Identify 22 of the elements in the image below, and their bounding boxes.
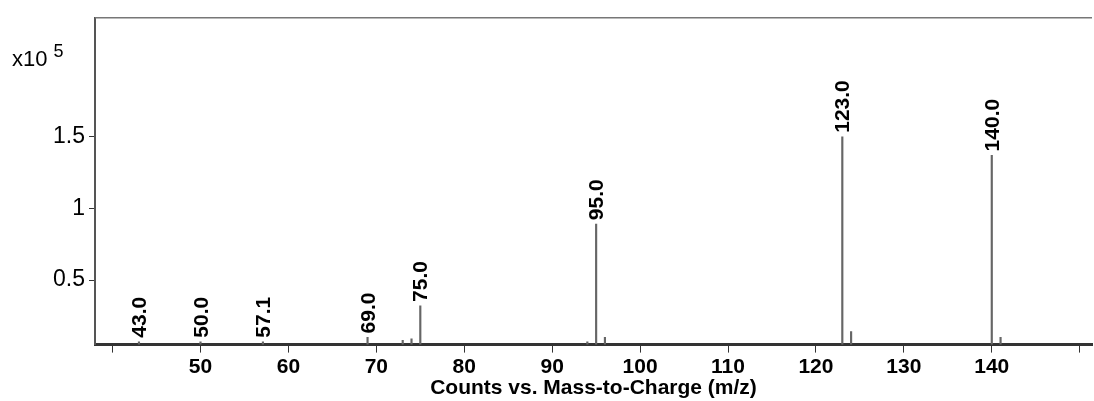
x-tick-label: 110	[711, 354, 745, 377]
annotation: 75.0	[408, 261, 432, 302]
y-tick-label: 0.5	[53, 265, 85, 292]
x-tick-label: 60	[276, 354, 301, 377]
annotation: 69.0	[355, 292, 379, 334]
annotation: 50.0	[188, 296, 212, 338]
annotation: 43.0	[126, 296, 150, 338]
annotation: 95.0	[584, 179, 608, 221]
x-tick-label: 130	[886, 354, 922, 377]
x-axis-title: Counts vs. Mass-to-Charge (m/z)	[430, 375, 757, 399]
annotation: 123.0	[830, 80, 854, 133]
x-tick-label: 70	[364, 354, 389, 377]
annotation: 57.1	[250, 296, 274, 338]
x-tick-label: 50	[188, 354, 213, 377]
x-tick-label: 80	[452, 354, 476, 377]
x-tick-label: 100	[622, 354, 658, 377]
annotation: 140.0	[979, 98, 1003, 152]
x-tick-label: 90	[540, 354, 564, 377]
x-tick-label: 120	[798, 354, 834, 377]
x-tick-label: 140	[974, 354, 1010, 377]
y-tick-label: 1.5	[53, 122, 85, 149]
y-tick-label: 1	[72, 193, 85, 220]
